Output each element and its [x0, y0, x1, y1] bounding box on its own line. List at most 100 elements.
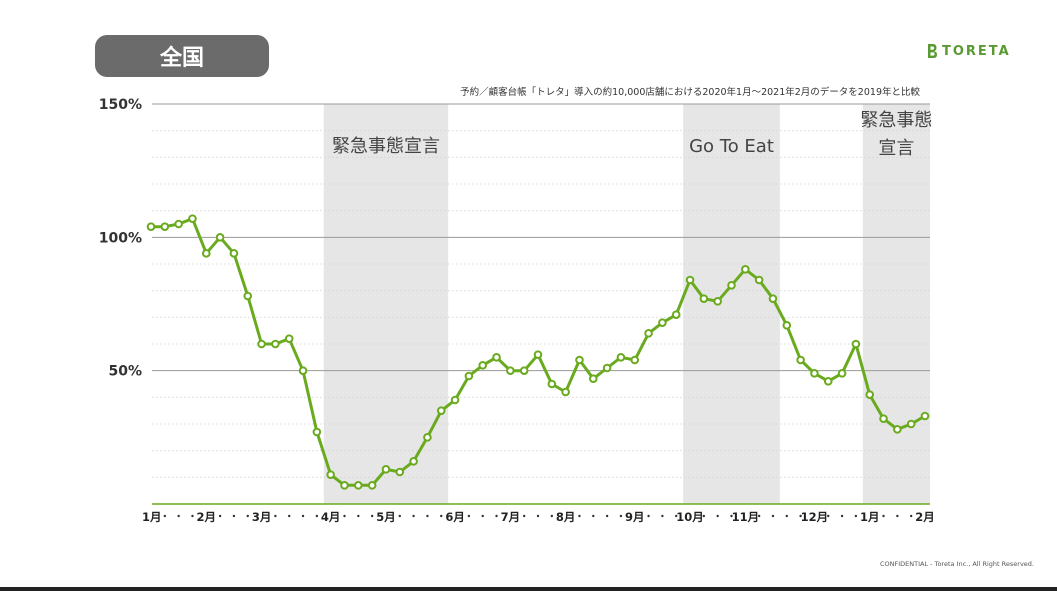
x-tick-label: 1月: [142, 510, 162, 524]
x-tick-dot: [605, 514, 609, 518]
data-point: [810, 369, 819, 378]
x-tick-label: 6月: [445, 510, 465, 524]
x-tick-dot: [315, 514, 319, 518]
data-point: [423, 433, 432, 442]
y-tick-label: 50%: [108, 364, 142, 380]
x-tick-dot: [440, 514, 443, 518]
data-point: [754, 275, 764, 285]
data-point: [699, 294, 709, 303]
x-tick-dot: [163, 514, 167, 518]
data-point: [450, 395, 460, 405]
data-point: [561, 387, 570, 397]
data-point: [630, 355, 640, 365]
data-point: [340, 481, 349, 490]
x-tick-dot: [398, 514, 401, 518]
x-tick-dot: [675, 514, 678, 518]
data-point: [906, 419, 916, 429]
band-0: [323, 104, 449, 504]
x-tick-label: 9月: [625, 510, 645, 524]
data-point: [796, 355, 805, 365]
x-tick-label: 2月: [197, 510, 217, 524]
x-tick-dot: [716, 514, 719, 518]
data-point: [588, 374, 598, 383]
data-point: [685, 275, 695, 285]
data-point: [409, 457, 418, 466]
data-point: [146, 222, 156, 231]
band-label: Go To Eat: [689, 136, 774, 157]
data-point: [533, 350, 543, 359]
data-point: [506, 366, 515, 375]
data-point: [160, 222, 170, 231]
x-tick-dot: [467, 514, 471, 518]
band-label: 緊急事態宣言: [332, 136, 440, 157]
bottom-rule: [0, 587, 1057, 591]
data-point: [768, 294, 778, 303]
x-tick-dot: [619, 514, 623, 518]
data-point: [312, 427, 322, 437]
data-point: [326, 470, 335, 479]
data-point: [865, 390, 875, 399]
x-tick-label: 3月: [252, 510, 272, 524]
toreta-logo-icon: [928, 44, 937, 58]
x-tick-label: 2月: [915, 510, 935, 524]
data-point: [492, 353, 501, 362]
x-tick-dot: [536, 514, 540, 518]
confidential-notice: CONFIDENTIAL - Toreta Inc., All Right Re…: [880, 560, 1034, 568]
data-point: [782, 321, 792, 330]
x-tick-dot: [522, 514, 526, 518]
x-tick-dot: [550, 514, 554, 518]
x-tick-dot: [274, 514, 277, 518]
data-point: [658, 318, 667, 327]
x-tick-dot: [177, 514, 180, 518]
data-point: [713, 297, 722, 306]
data-point: [575, 355, 584, 365]
x-tick-dot: [840, 514, 844, 518]
data-point: [188, 214, 197, 223]
x-tick-dot: [730, 514, 733, 518]
x-tick-dot: [357, 514, 360, 518]
band-label: 緊急事態: [860, 110, 932, 131]
x-tick-dot: [301, 514, 305, 518]
x-tick-dot: [702, 514, 706, 518]
x-tick-dot: [661, 514, 664, 518]
x-tick-dot: [785, 514, 788, 518]
band-1: [683, 104, 780, 504]
x-tick-dot: [799, 514, 802, 518]
x-tick-label: 12月: [801, 510, 829, 524]
band-label: 宣言: [878, 138, 914, 159]
data-point: [271, 339, 280, 349]
data-point: [464, 371, 474, 381]
data-point: [298, 366, 308, 375]
x-tick-label: 8月: [556, 510, 576, 524]
x-tick-label: 5月: [376, 510, 396, 524]
data-point: [436, 406, 446, 415]
data-point: [741, 265, 750, 274]
x-tick-label: 7月: [501, 510, 521, 524]
x-tick-dot: [481, 514, 484, 518]
band-2: [862, 104, 930, 504]
data-point: [851, 339, 861, 349]
x-tick-label: 1月: [860, 510, 880, 524]
x-tick-dot: [909, 514, 913, 518]
chart-subtitle: 予約／顧客台帳「トレタ」導入の約10,000店舗における2020年1月〜2021…: [460, 87, 920, 98]
x-tick-label: 4月: [321, 510, 341, 524]
data-point: [257, 339, 266, 349]
x-tick-dot: [495, 514, 498, 518]
data-point: [229, 249, 239, 258]
data-point: [823, 377, 833, 386]
x-tick-dot: [191, 514, 194, 518]
y-tick-label: 150%: [99, 97, 142, 113]
x-tick-dot: [412, 514, 415, 518]
data-point: [354, 481, 363, 490]
data-point: [395, 467, 405, 477]
x-tick-dot: [246, 514, 249, 518]
x-tick-dot: [757, 514, 761, 518]
data-point: [879, 414, 888, 423]
x-tick-dot: [882, 514, 885, 518]
data-point: [201, 249, 211, 258]
data-point: [381, 465, 391, 474]
data-point: [478, 361, 488, 370]
x-tick-dot: [343, 514, 346, 518]
x-tick-label: 11月: [732, 510, 760, 524]
